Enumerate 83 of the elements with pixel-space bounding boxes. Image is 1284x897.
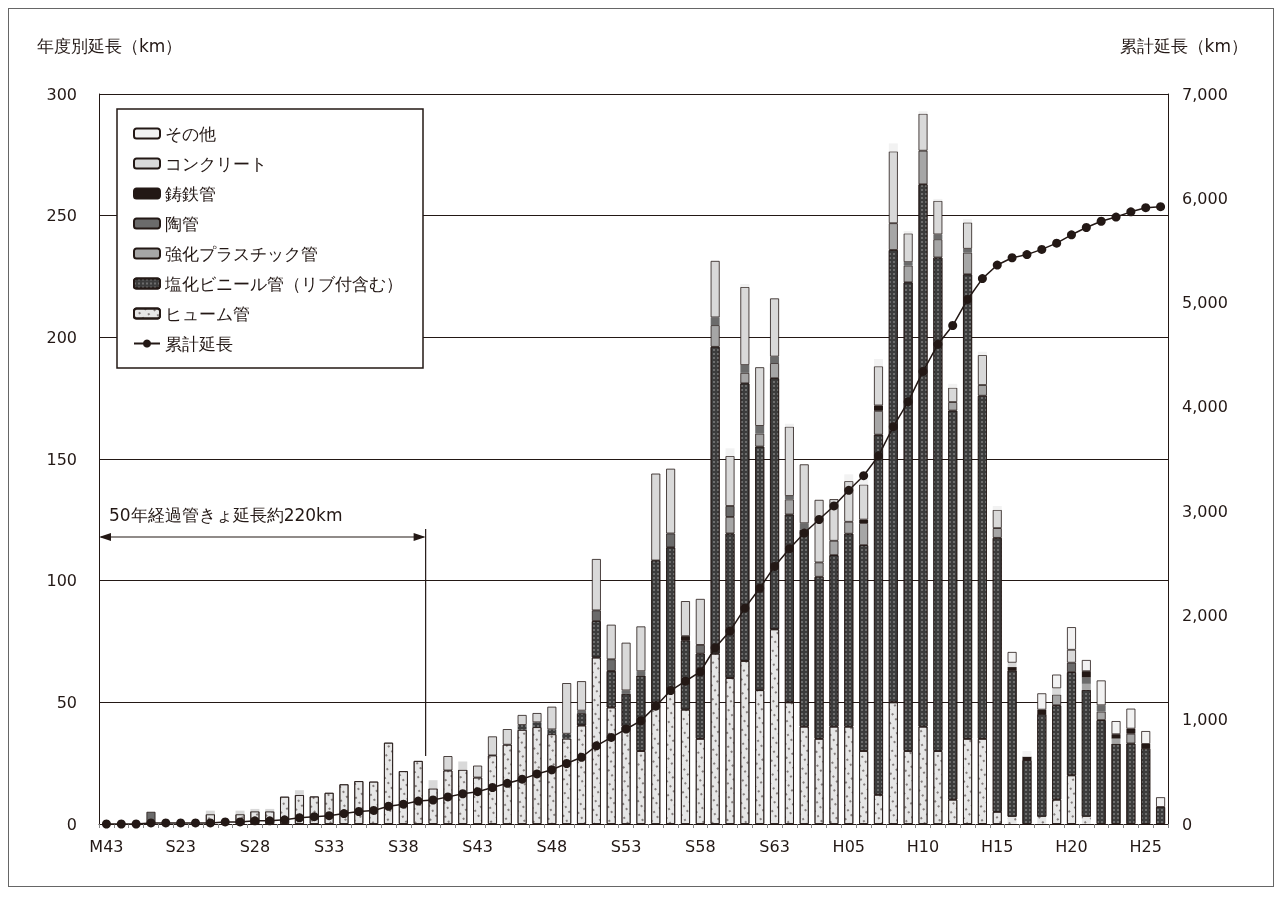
y-tick-label: 150 xyxy=(46,449,77,469)
bar xyxy=(963,248,973,253)
bar xyxy=(710,317,720,326)
bar xyxy=(740,284,750,287)
bar xyxy=(725,448,735,457)
bar xyxy=(1141,731,1151,744)
bar xyxy=(1007,662,1017,668)
bar xyxy=(1052,688,1062,695)
bar xyxy=(948,383,958,388)
y2-axis-title: 累計延長（km） xyxy=(1119,35,1248,56)
legend-label: 鋳鉄管 xyxy=(165,183,216,204)
bar xyxy=(770,356,780,364)
bar xyxy=(1022,751,1032,757)
x-tick-label: S23 xyxy=(165,836,196,856)
y-tick-label: 100 xyxy=(46,571,77,591)
bar xyxy=(636,626,646,672)
y-tick-label: 200 xyxy=(46,327,77,347)
bar xyxy=(710,260,720,318)
bar xyxy=(963,222,973,249)
bar xyxy=(799,464,809,524)
legend-label: その他 xyxy=(165,123,216,144)
y-tick-label: 300 xyxy=(46,84,77,104)
x-tick-label: S63 xyxy=(759,836,790,856)
bar xyxy=(918,111,928,114)
legend-label: 陶管 xyxy=(165,213,199,234)
bar xyxy=(680,601,690,637)
bar xyxy=(888,143,898,152)
legend-label: ヒューム管 xyxy=(165,303,250,324)
legend-label: 強化プラスチック管 xyxy=(165,243,318,264)
bar xyxy=(1007,651,1017,663)
y2-tick-label: 7,000 xyxy=(1182,84,1228,104)
bar xyxy=(428,780,438,789)
bar xyxy=(903,233,913,263)
bar xyxy=(1111,738,1121,744)
bar xyxy=(294,790,304,796)
y-tick-label: 0 xyxy=(66,814,77,834)
y2-tick-label: 1,000 xyxy=(1182,710,1228,730)
y-tick-label: 50 xyxy=(56,692,77,712)
x-tick-label: S38 xyxy=(388,836,419,856)
annotation: 50年経過管きょ延長約220km xyxy=(109,505,343,526)
legend-label: コンクリート xyxy=(165,153,267,174)
y2-tick-label: 4,000 xyxy=(1182,397,1228,417)
y2-tick-label: 5,000 xyxy=(1182,293,1228,313)
bar xyxy=(458,761,468,770)
bar xyxy=(903,262,913,266)
legend-label: 塩化ビニール管（リブ付含む） xyxy=(164,273,403,294)
y-tick-label: 250 xyxy=(46,206,77,226)
x-tick-label: S48 xyxy=(536,836,568,856)
x-tick-label: M43 xyxy=(89,836,124,856)
x-tick-label: S28 xyxy=(239,836,271,856)
x-tick-label: H20 xyxy=(1055,836,1088,856)
y2-tick-label: 3,000 xyxy=(1182,501,1228,521)
legend-label: 累計延長 xyxy=(165,333,233,354)
bar xyxy=(784,423,794,427)
x-tick-label: H25 xyxy=(1129,836,1162,856)
bar xyxy=(844,474,854,482)
x-tick-label: S43 xyxy=(462,836,493,856)
bar xyxy=(517,714,527,725)
bar xyxy=(740,365,750,373)
x-tick-label: H15 xyxy=(981,836,1014,856)
bar xyxy=(547,706,557,730)
bar xyxy=(1111,721,1121,735)
x-tick-label: S58 xyxy=(685,836,716,856)
bar xyxy=(859,484,869,520)
y2-tick-label: 2,000 xyxy=(1182,605,1228,625)
x-tick-label: H10 xyxy=(906,836,940,856)
bar xyxy=(636,671,646,676)
bar xyxy=(1081,683,1091,690)
bar xyxy=(532,713,542,723)
x-tick-label: S53 xyxy=(610,836,642,856)
x-tick-label: H05 xyxy=(832,836,865,856)
x-tick-label: S33 xyxy=(313,836,345,856)
bar xyxy=(992,505,1002,510)
y2-tick-label: 0 xyxy=(1182,814,1193,834)
bar xyxy=(755,367,765,426)
bar xyxy=(873,358,883,367)
y2-tick-label: 6,000 xyxy=(1182,188,1228,208)
y-axis-title: 年度別延長（km） xyxy=(37,35,183,56)
bar xyxy=(1096,705,1106,712)
bar xyxy=(1081,677,1091,684)
bar xyxy=(755,425,765,434)
bar xyxy=(621,642,631,691)
bar xyxy=(1052,674,1062,689)
